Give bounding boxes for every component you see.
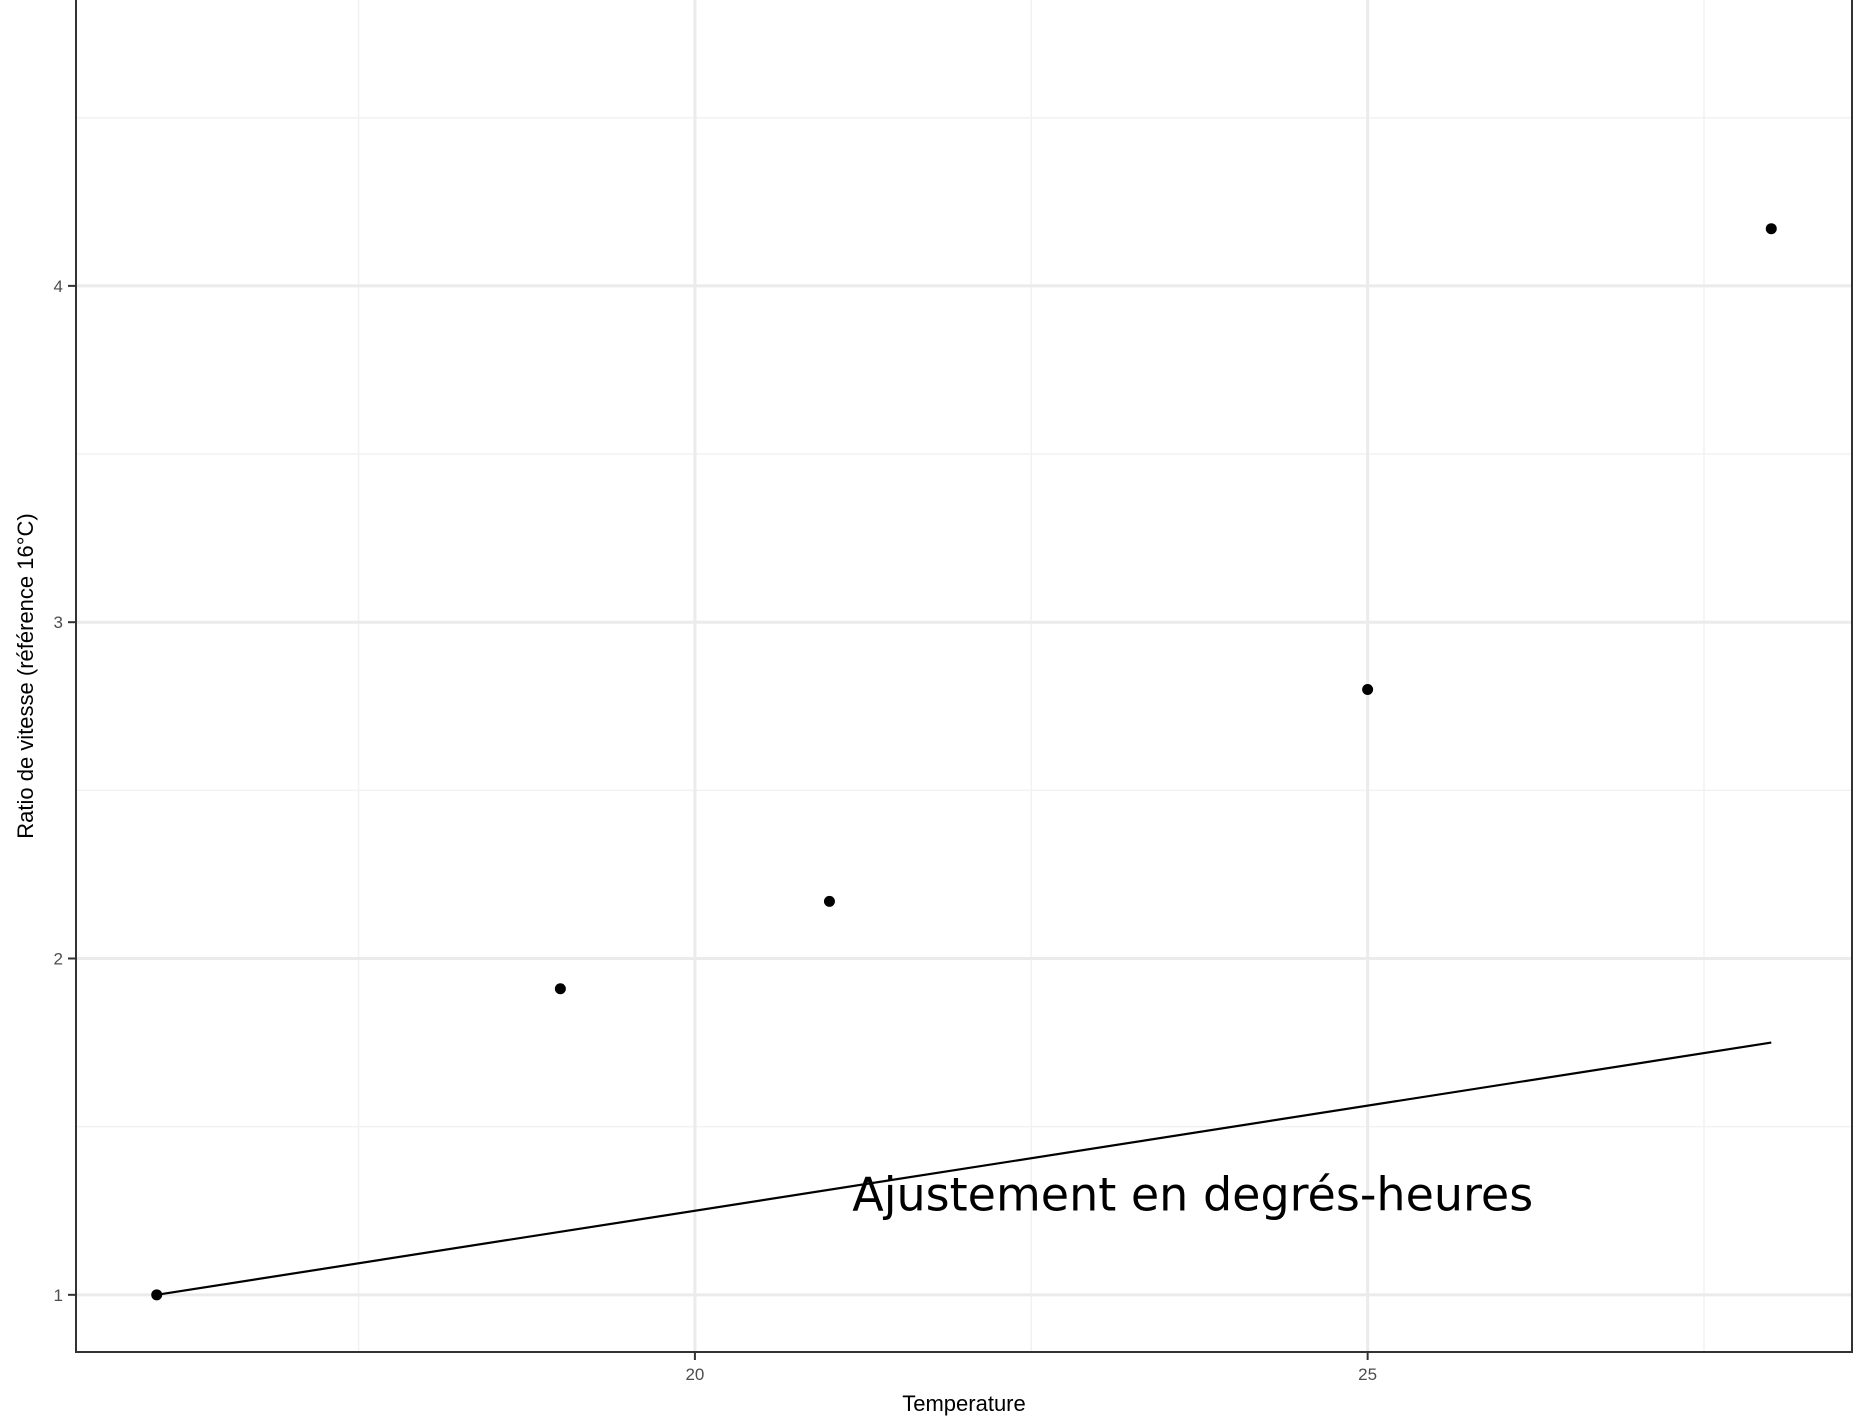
x-tick-label: 25 xyxy=(1358,1365,1377,1384)
data-point xyxy=(554,983,566,995)
y-tick-label: 1 xyxy=(54,1286,63,1305)
y-axis-title: Ratio de vitesse (référence 16°C) xyxy=(13,513,38,839)
grid-minor xyxy=(76,0,1852,1352)
data-point xyxy=(823,895,835,907)
annotation-layer: Ajustement en degrés-heures xyxy=(852,1168,1533,1222)
panel-border xyxy=(75,0,1853,1353)
points-layer xyxy=(151,223,1777,1301)
ticks-layer: 20 25 1 2 3 4 xyxy=(54,277,1378,1384)
y-tick-label: 3 xyxy=(54,613,63,632)
y-tick-label: 4 xyxy=(54,277,63,296)
y-tick-label: 2 xyxy=(54,950,63,969)
fit-layer xyxy=(156,1041,1772,1296)
x-axis-title: Temperature xyxy=(902,1391,1026,1416)
data-point xyxy=(151,1289,163,1301)
data-point xyxy=(1362,683,1374,695)
annotation-text: Ajustement en degrés-heures xyxy=(852,1168,1533,1222)
fit-line xyxy=(156,1041,1772,1296)
x-tick-label: 20 xyxy=(685,1365,704,1384)
grid-major xyxy=(76,0,1852,1352)
data-point xyxy=(1765,223,1777,235)
